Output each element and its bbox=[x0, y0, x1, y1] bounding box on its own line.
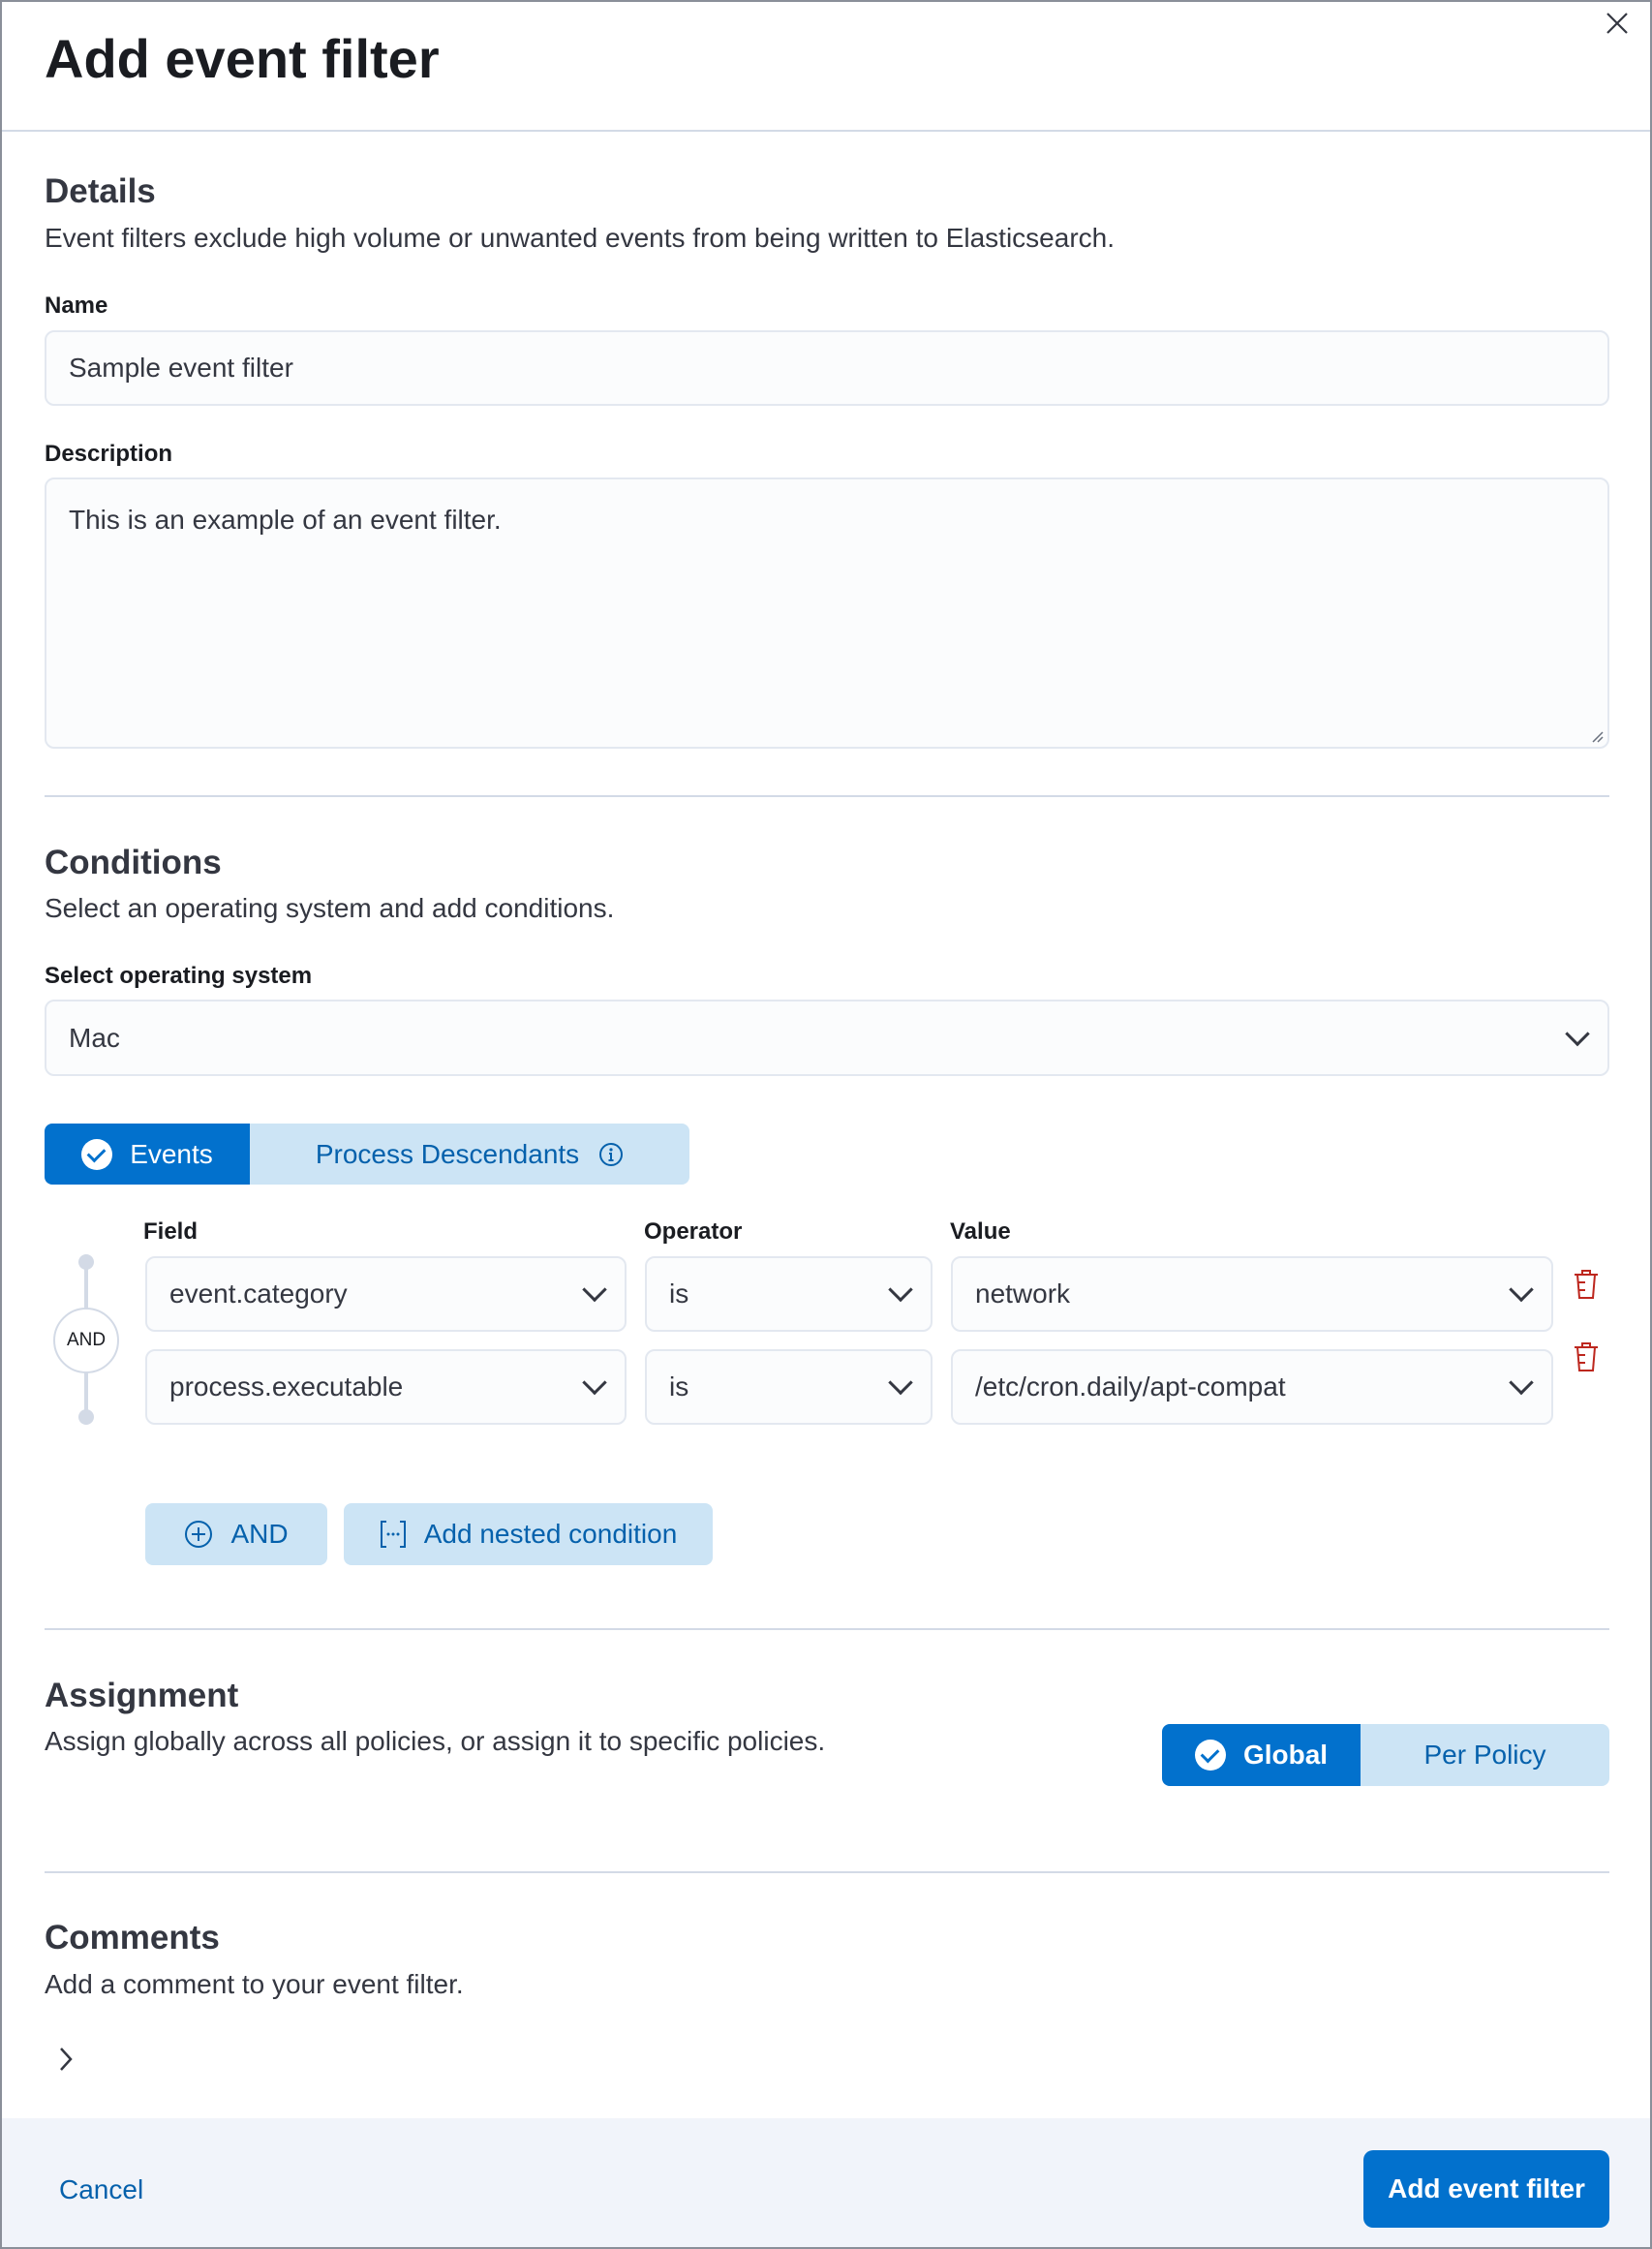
check-icon bbox=[81, 1138, 113, 1170]
details-heading: Details bbox=[45, 172, 156, 210]
header-divider bbox=[0, 130, 1652, 132]
chevron-down-icon bbox=[1509, 1277, 1534, 1303]
conditions-description: Select an operating system and add condi… bbox=[45, 893, 615, 923]
details-description: Event filters exclude high volume or unw… bbox=[45, 223, 1116, 253]
operator-select[interactable]: is bbox=[645, 1256, 933, 1332]
assignment-toggle: Global Per Policy bbox=[1162, 1724, 1609, 1786]
description-label: Description bbox=[45, 441, 173, 467]
comments-description: Add a comment to your event filter. bbox=[45, 1969, 464, 1999]
add-and-label: AND bbox=[230, 1519, 289, 1549]
os-label: Select operating system bbox=[45, 963, 313, 989]
description-value: This is an example of an event filter. bbox=[69, 505, 502, 535]
trash-icon[interactable] bbox=[1574, 1341, 1599, 1372]
resize-handle-icon[interactable] bbox=[1590, 729, 1604, 743]
close-icon[interactable] bbox=[1606, 12, 1629, 35]
description-textarea[interactable]: This is an example of an event filter. bbox=[45, 478, 1609, 749]
chevron-down-icon bbox=[888, 1370, 913, 1396]
connector-dot bbox=[78, 1409, 94, 1425]
tab-process-descendants-label: Process Descendants bbox=[315, 1138, 580, 1169]
value-value: /etc/cron.daily/apt-compat bbox=[975, 1371, 1286, 1402]
trash-icon[interactable] bbox=[1574, 1269, 1599, 1300]
section-divider bbox=[45, 1628, 1609, 1630]
assignment-heading: Assignment bbox=[45, 1677, 239, 1714]
name-input[interactable]: Sample event filter bbox=[45, 330, 1609, 406]
chevron-down-icon bbox=[582, 1370, 607, 1396]
nested-brackets-icon bbox=[380, 1521, 406, 1548]
option-global[interactable]: Global bbox=[1162, 1724, 1361, 1786]
connector-dot bbox=[78, 1254, 94, 1270]
check-icon bbox=[1194, 1740, 1226, 1771]
field-value: process.executable bbox=[169, 1371, 404, 1402]
plus-circle-icon bbox=[185, 1521, 213, 1548]
value-select[interactable]: network bbox=[951, 1256, 1553, 1332]
operator-value: is bbox=[669, 1279, 689, 1309]
field-column-label: Field bbox=[143, 1218, 199, 1245]
chevron-right-icon[interactable] bbox=[56, 2046, 76, 2073]
cancel-button[interactable]: Cancel bbox=[59, 2174, 144, 2204]
chevron-down-icon bbox=[1565, 1021, 1590, 1046]
os-value: Mac bbox=[69, 1022, 120, 1053]
field-value: event.category bbox=[169, 1279, 348, 1309]
flyout-footer: Cancel Add event filter bbox=[0, 2118, 1652, 2249]
event-type-toggle: Events Process Descendants bbox=[45, 1124, 689, 1185]
field-select[interactable]: event.category bbox=[145, 1256, 627, 1332]
chevron-down-icon bbox=[888, 1277, 913, 1303]
tab-events[interactable]: Events bbox=[45, 1124, 250, 1185]
section-divider bbox=[45, 795, 1609, 797]
tab-process-descendants[interactable]: Process Descendants bbox=[250, 1124, 689, 1185]
name-value: Sample event filter bbox=[69, 353, 293, 383]
flyout-title: Add event filter bbox=[45, 28, 440, 89]
option-per-policy[interactable]: Per Policy bbox=[1361, 1724, 1609, 1786]
and-connector-badge: AND bbox=[53, 1308, 119, 1373]
add-nested-label: Add nested condition bbox=[423, 1519, 678, 1549]
chevron-down-icon bbox=[582, 1277, 607, 1303]
value-select[interactable]: /etc/cron.daily/apt-compat bbox=[951, 1349, 1553, 1425]
operator-value: is bbox=[669, 1371, 689, 1402]
value-column-label: Value bbox=[950, 1218, 1011, 1245]
operator-select[interactable]: is bbox=[645, 1349, 933, 1425]
name-label: Name bbox=[45, 293, 108, 319]
chevron-down-icon bbox=[1509, 1370, 1534, 1396]
conditions-heading: Conditions bbox=[45, 844, 222, 881]
add-and-button[interactable]: AND bbox=[145, 1503, 327, 1565]
operator-column-label: Operator bbox=[644, 1218, 743, 1245]
info-icon[interactable] bbox=[598, 1142, 624, 1167]
tab-events-label: Events bbox=[130, 1138, 213, 1169]
assignment-description: Assign globally across all policies, or … bbox=[45, 1726, 826, 1756]
add-nested-condition-button[interactable]: Add nested condition bbox=[344, 1503, 713, 1565]
os-select[interactable]: Mac bbox=[45, 1000, 1609, 1076]
add-event-filter-button[interactable]: Add event filter bbox=[1363, 2150, 1609, 2228]
comments-heading: Comments bbox=[45, 1919, 220, 1956]
section-divider bbox=[45, 1871, 1609, 1873]
value-value: network bbox=[975, 1279, 1071, 1309]
option-global-label: Global bbox=[1242, 1740, 1329, 1770]
option-per-policy-label: Per Policy bbox=[1423, 1740, 1546, 1770]
field-select[interactable]: process.executable bbox=[145, 1349, 627, 1425]
